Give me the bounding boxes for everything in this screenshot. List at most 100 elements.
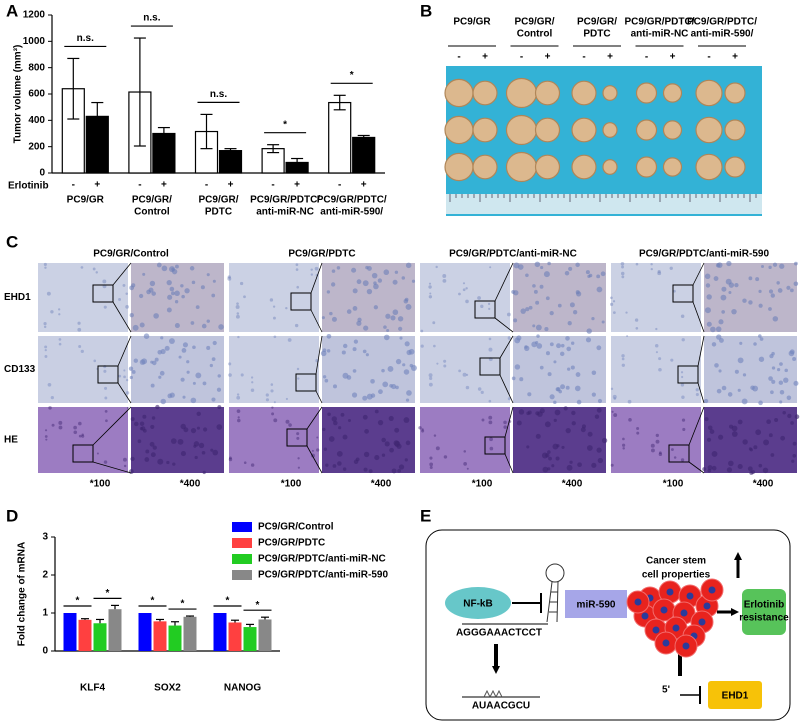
texture (149, 441, 155, 447)
texture (734, 369, 739, 374)
texture (572, 310, 578, 315)
texture (737, 388, 741, 392)
texture (442, 278, 447, 283)
bar (93, 623, 107, 651)
diagram: NF-kB miR-590 AGGGAAACTCCT AUAACGCU 5' E… (425, 529, 791, 721)
texture (547, 450, 551, 454)
texture (270, 389, 274, 393)
texture (429, 292, 432, 295)
texture (180, 377, 185, 382)
texture (758, 400, 763, 406)
magnification-label: *100 (472, 479, 493, 490)
texture (748, 447, 752, 451)
texture (228, 362, 232, 366)
tumor (444, 78, 474, 108)
texture (148, 287, 154, 293)
texture (128, 366, 134, 371)
texture (657, 270, 661, 274)
resistance-node (742, 589, 786, 635)
texture (570, 341, 575, 345)
texture (794, 261, 798, 266)
tumor (534, 80, 561, 106)
texture (336, 450, 343, 457)
nucleus (641, 612, 649, 620)
texture (237, 416, 240, 419)
low-mag-image (229, 336, 319, 403)
texture (768, 265, 772, 270)
texture (596, 407, 602, 413)
series-label: - (271, 180, 274, 191)
texture (353, 459, 359, 465)
group-label: PC9/GR/ (577, 17, 617, 28)
texture (202, 381, 207, 386)
texture (586, 445, 593, 451)
texture (386, 329, 390, 333)
texture (650, 448, 655, 453)
texture (387, 366, 394, 372)
texture (535, 300, 540, 305)
texture (788, 350, 795, 357)
y-tick-label: 600 (28, 89, 45, 100)
texture (133, 358, 139, 363)
texture (362, 414, 368, 420)
texture (235, 314, 240, 319)
texture (488, 337, 492, 341)
csc-label: cell properties (642, 570, 711, 581)
texture (418, 426, 422, 430)
texture (363, 451, 370, 458)
texture (489, 266, 492, 269)
texture (364, 429, 369, 434)
treatment-label: - (457, 52, 460, 63)
texture (549, 394, 555, 400)
texture (655, 327, 658, 331)
texture (397, 469, 401, 473)
texture (265, 398, 270, 402)
zoom-line (306, 406, 323, 430)
texture (567, 321, 572, 326)
texture (480, 390, 484, 394)
magnification-label: *100 (281, 479, 302, 490)
texture (180, 423, 186, 430)
texture (658, 451, 662, 455)
magnification-label: *400 (371, 479, 392, 490)
texture (93, 359, 97, 363)
row-label: CD133 (4, 364, 36, 375)
texture (395, 358, 402, 365)
texture (158, 375, 162, 379)
texture (77, 327, 82, 332)
texture (462, 282, 466, 285)
texture (636, 431, 640, 435)
texture (329, 311, 333, 316)
texture (105, 419, 108, 423)
ruler (446, 194, 762, 214)
texture (210, 448, 214, 452)
significance-label: * (151, 596, 155, 607)
panel-label: A (6, 1, 18, 20)
texture (544, 421, 551, 428)
texture (613, 413, 618, 417)
texture (273, 316, 276, 320)
texture (285, 419, 290, 424)
texture (704, 417, 709, 422)
group-label: PDTC (583, 29, 610, 40)
mir-label: miR-590 (577, 600, 616, 611)
texture (748, 276, 753, 281)
texture (332, 464, 337, 468)
tumor (571, 117, 597, 143)
texture (549, 311, 554, 316)
texture (139, 421, 145, 426)
texture (574, 385, 581, 392)
texture (178, 355, 182, 359)
texture (169, 286, 175, 292)
legend-label: PC9/GR/Control (258, 522, 334, 533)
texture (314, 266, 319, 271)
texture (481, 418, 485, 422)
texture (211, 397, 216, 402)
group-label: PC9/GR/ (514, 17, 554, 28)
texture (43, 322, 47, 326)
magnification-label: *100 (90, 479, 111, 490)
texture (706, 294, 712, 300)
texture (753, 342, 757, 346)
texture (182, 395, 186, 399)
x-tick-label: PDTC (205, 207, 232, 218)
